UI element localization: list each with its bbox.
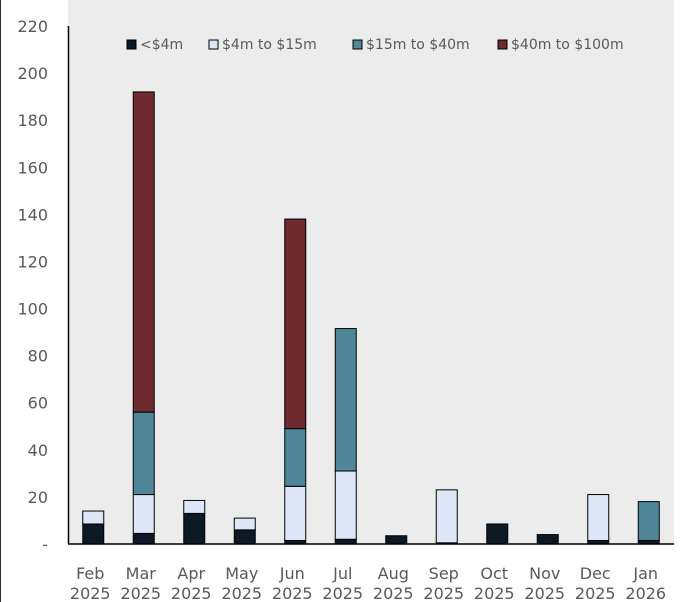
x-category-label: Apr 2025: [171, 564, 212, 602]
x-category-label: Mar 2025: [120, 564, 161, 602]
x-category-label: Jan 2026: [625, 564, 666, 602]
bar-segment: [385, 535, 408, 545]
y-tick-label: 200: [17, 64, 48, 83]
legend: <$4m $4m to $15m $15m to $40m $40m to $100m: [126, 37, 624, 53]
legend-label: $15m to $40m: [366, 37, 470, 53]
legend-label: $4m to $15m: [222, 37, 317, 53]
x-category-label: Nov 2025: [524, 564, 565, 602]
y-tick-label: 140: [17, 205, 48, 224]
legend-label: $40m to $100m: [511, 37, 624, 53]
y-tick-label: -: [42, 535, 48, 554]
bar-segment: [334, 470, 357, 540]
bar-segment: [536, 534, 559, 545]
legend-swatch: [352, 39, 363, 50]
x-category-label: May 2025: [221, 564, 262, 602]
bar-segment: [132, 494, 155, 534]
y-tick-label: 80: [28, 347, 48, 366]
bar-segment: [334, 328, 357, 472]
x-category-label: Aug 2025: [373, 564, 414, 602]
bar-segment: [284, 485, 307, 541]
bar-segment: [183, 499, 206, 514]
y-tick-label: 100: [17, 300, 48, 319]
x-category-label: Jun 2025: [272, 564, 313, 602]
y-tick-label: 220: [17, 17, 48, 36]
bar-segment: [284, 428, 307, 487]
plot-background: [68, 0, 674, 544]
bar-segment: [233, 517, 256, 531]
bar-segment: [637, 501, 660, 541]
bar-segment: [132, 532, 155, 545]
y-tick-label: 120: [17, 252, 48, 271]
x-category-label: Feb 2025: [70, 564, 111, 602]
bar-segment: [132, 411, 155, 496]
bar-segment: [587, 494, 610, 541]
bar-segment: [132, 91, 155, 413]
legend-label: <$4m: [140, 37, 183, 53]
legend-swatch: [126, 39, 137, 50]
bar-segment: [82, 510, 105, 525]
y-tick-label: 20: [28, 488, 48, 507]
y-tick-label: 40: [28, 441, 48, 460]
y-tick-label: 160: [17, 158, 48, 177]
bars-layer: [82, 91, 660, 545]
bar-segment: [82, 523, 105, 545]
bar-segment: [183, 512, 206, 545]
bar-segment: [435, 489, 458, 544]
y-tick-label: 60: [28, 394, 48, 413]
legend-swatch: [208, 39, 219, 50]
bar-segment: [486, 523, 509, 545]
x-category-label: Sep 2025: [423, 564, 464, 602]
x-category-label: Jul 2025: [322, 564, 363, 602]
x-category-label: Dec 2025: [575, 564, 616, 602]
legend-swatch: [497, 39, 508, 50]
bar-segment: [284, 218, 307, 430]
y-tick-labels: - 20 40 60 80 100 120 140 160 180 200 220: [17, 17, 48, 554]
x-category-label: Oct 2025: [474, 564, 515, 602]
y-tick-label: 180: [17, 111, 48, 130]
bar-segment: [233, 529, 256, 545]
